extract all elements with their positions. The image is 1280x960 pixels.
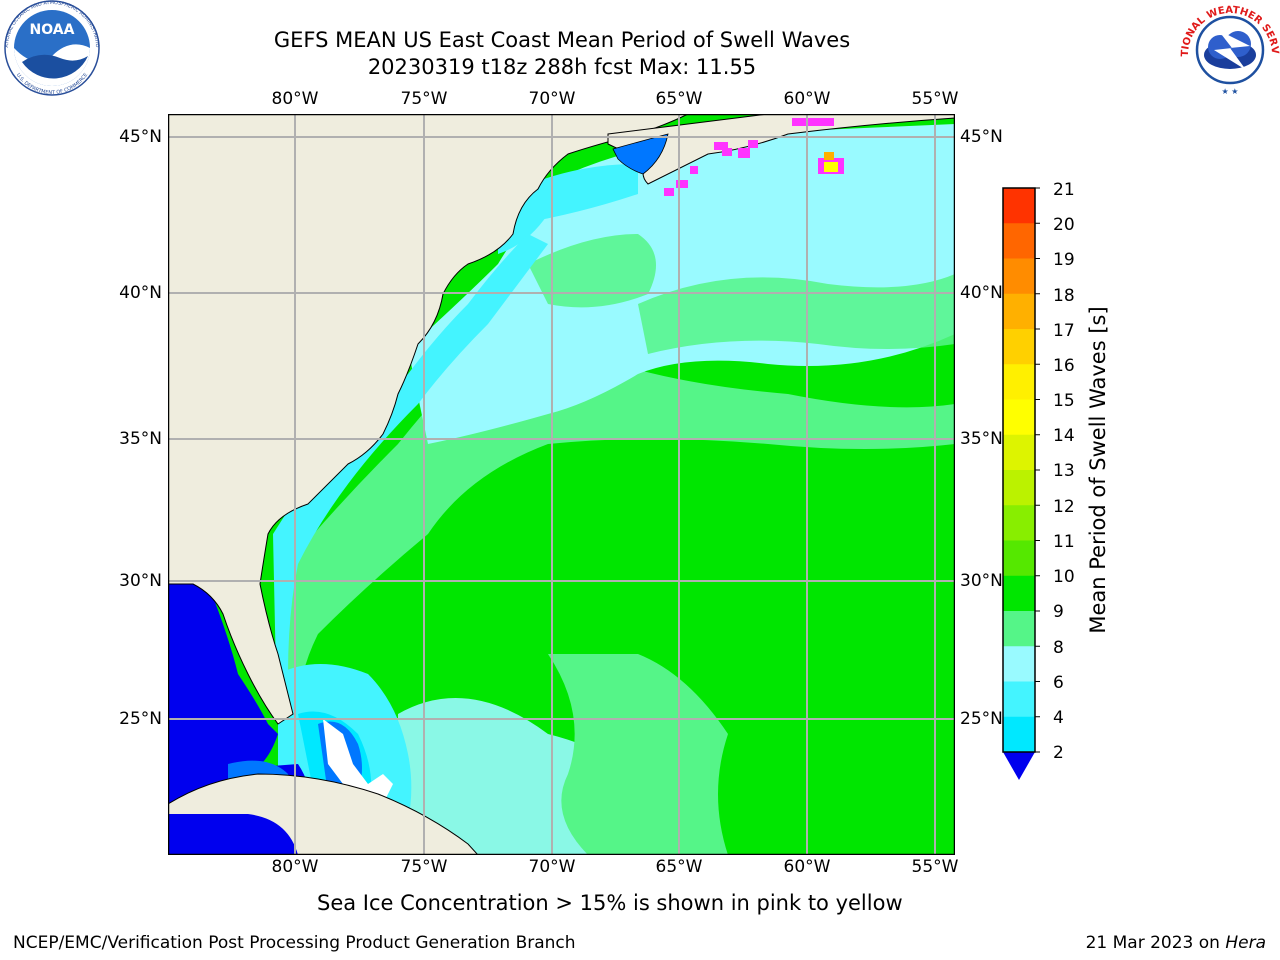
colorbar-tick-label: 21	[1053, 180, 1075, 200]
colorbar-segment	[1003, 364, 1035, 400]
colorbar-tick-label: 9	[1053, 602, 1064, 622]
sea-ice-patch	[792, 118, 834, 126]
colorbar-title: Mean Period of Swell Waves [s]	[1086, 306, 1110, 634]
colorbar-segment	[1003, 505, 1035, 541]
colorbar-tick-label: 2	[1053, 743, 1064, 763]
colorbar-segment	[1003, 293, 1035, 330]
lat-label-right: 30°N	[960, 571, 1003, 591]
colorbar-tick-label: 12	[1053, 497, 1075, 517]
colorbar-segment	[1003, 188, 1035, 224]
colorbar-tick-label: 20	[1053, 215, 1075, 235]
lon-label-bottom: 65°W	[655, 857, 703, 877]
colorbar-tick-label: 13	[1053, 461, 1075, 481]
colorbar-segment	[1003, 611, 1035, 647]
colorbar-tick-label: 11	[1053, 532, 1075, 552]
footer-credit: NCEP/EMC/Verification Post Processing Pr…	[13, 933, 576, 953]
noaa-logo: NOAA NATIONAL OCEANIC AND ATMOSPHERIC AD…	[0, 0, 100, 96]
colorbar-tick-label: 6	[1053, 673, 1064, 693]
colorbar-segment	[1003, 540, 1035, 577]
lat-label-right: 40°N	[960, 283, 1003, 303]
colorbar-segment	[1003, 646, 1035, 682]
lon-label-top: 75°W	[400, 89, 448, 109]
colorbar-tick-label: 16	[1053, 356, 1075, 376]
colorbar-segment	[1003, 399, 1035, 436]
sea-ice-note: Sea Ice Concentration > 15% is shown in …	[317, 891, 903, 915]
graticule	[168, 114, 955, 855]
colorbar-tick-label: 19	[1053, 250, 1075, 270]
colorbar-tick-label: 8	[1053, 638, 1064, 658]
colorbar	[1002, 187, 1040, 780]
lat-label-left: 45°N	[119, 127, 162, 147]
map-subtitle: 20230319 t18z 288h fcst Max: 11.55	[367, 55, 757, 79]
lon-label-bottom: 60°W	[783, 857, 831, 877]
footer-date-text: 21 Mar 2023 on	[1085, 933, 1226, 953]
colorbar-segment	[1003, 716, 1035, 753]
colorbar-segment	[1003, 681, 1035, 718]
lon-label-bottom: 80°W	[271, 857, 319, 877]
nws-logo: NATIONAL WEATHER SERVICE ★ ★	[1178, 0, 1280, 97]
footer-date: 21 Mar 2023 on Hera	[1086, 933, 1266, 953]
colorbar-tick-label: 18	[1053, 286, 1075, 306]
lon-label-top: 60°W	[783, 89, 831, 109]
footer-host: Hera	[1225, 933, 1266, 953]
lon-label-top: 55°W	[911, 89, 959, 109]
map-title: GEFS MEAN US East Coast Mean Period of S…	[273, 28, 851, 52]
lat-label-left: 25°N	[119, 709, 162, 729]
colorbar-segment	[1003, 258, 1035, 295]
lat-label-right: 45°N	[960, 127, 1003, 147]
noaa-logo-text: NOAA	[30, 22, 75, 38]
colorbar-tick-label: 4	[1053, 708, 1064, 728]
lon-label-top: 65°W	[655, 89, 703, 109]
lon-label-top: 70°W	[528, 89, 576, 109]
lat-label-left: 30°N	[119, 571, 162, 591]
lat-label-right: 25°N	[960, 709, 1003, 729]
lon-label-bottom: 55°W	[911, 857, 959, 877]
colorbar-tick-label: 15	[1053, 391, 1075, 411]
lat-label-right: 35°N	[960, 429, 1003, 449]
lon-label-bottom: 70°W	[528, 857, 576, 877]
lon-label-bottom: 75°W	[400, 857, 448, 877]
lat-label-left: 40°N	[119, 283, 162, 303]
svg-text:★ ★: ★ ★	[1222, 87, 1239, 96]
colorbar-segment	[1003, 434, 1035, 471]
colorbar-segment	[1003, 470, 1035, 506]
map-panel	[168, 114, 955, 855]
colorbar-segment	[1003, 329, 1035, 365]
colorbar-extend-arrow	[1003, 752, 1035, 780]
colorbar-segment	[1003, 575, 1035, 612]
lon-label-top: 80°W	[271, 89, 319, 109]
colorbar-segment	[1003, 223, 1035, 259]
colorbar-tick-label: 17	[1053, 321, 1075, 341]
colorbar-tick-label: 10	[1053, 567, 1075, 587]
lat-label-left: 35°N	[119, 429, 162, 449]
colorbar-tick-label: 14	[1053, 426, 1075, 446]
